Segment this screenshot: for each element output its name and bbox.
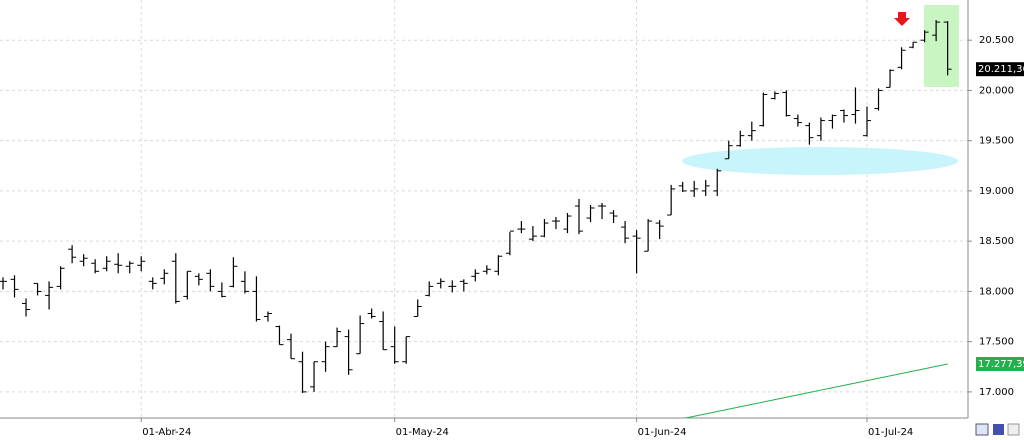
y-tick-label: 17.500 xyxy=(979,337,1014,348)
x-tick-label: 01-Jun-24 xyxy=(638,427,687,438)
plot xyxy=(0,20,952,418)
y-tick-label: 18.500 xyxy=(979,236,1014,247)
y-tick-label: 17.000 xyxy=(979,387,1014,398)
y-tick-label: 19.500 xyxy=(979,136,1014,147)
value-label-box xyxy=(976,357,1024,372)
y-tick-label: 19.000 xyxy=(979,186,1014,197)
highlight-ellipse xyxy=(682,147,958,175)
icon-menu[interactable] xyxy=(1007,423,1020,436)
y-tick-label: 20.000 xyxy=(979,85,1014,96)
value-label-box xyxy=(976,62,1024,77)
x-tick-label: 01-Abr-24 xyxy=(142,427,191,438)
toolbar-icons[interactable] xyxy=(975,423,1020,436)
x-tick-label: 01-May-24 xyxy=(396,427,449,438)
grid-layer xyxy=(0,0,968,418)
highlight-box xyxy=(924,5,959,87)
x-tick-label: 01-Jul-24 xyxy=(868,427,913,438)
value-label: 17.277,39 xyxy=(978,359,1024,370)
icon-zoom[interactable] xyxy=(975,423,989,436)
line-series xyxy=(683,363,948,418)
y-tick-label: 18.000 xyxy=(979,286,1014,297)
icon-save[interactable] xyxy=(993,424,1004,435)
arrow xyxy=(894,12,910,26)
value-label: 20.211,36 xyxy=(978,64,1024,75)
y-tick-label: 20.500 xyxy=(979,35,1014,46)
